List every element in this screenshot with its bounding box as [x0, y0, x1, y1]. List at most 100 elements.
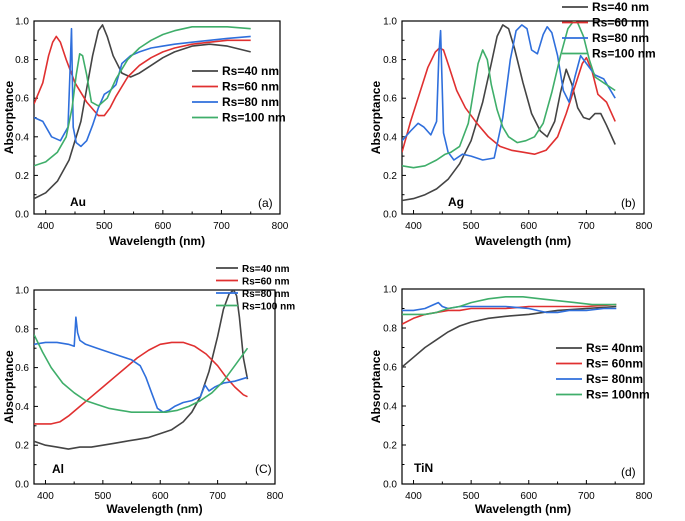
x-tick-label: 500: [463, 491, 480, 502]
x-tick-label: 400: [405, 491, 422, 502]
x-tick-label: 800: [267, 491, 284, 502]
x-axis-title: Wavelength (nm): [106, 502, 202, 516]
y-tick-label: 0.6: [383, 363, 397, 374]
x-tick-label: 800: [272, 221, 289, 232]
panel-material-label: Al: [52, 462, 64, 476]
series-line-1: [34, 24, 251, 200]
panel-tag: (b): [621, 196, 636, 210]
y-tick-label: 0.4: [15, 402, 29, 413]
legend-entry-label: Rs=80 nm: [592, 31, 649, 45]
legend-entry-label: Rs=60 nm: [592, 16, 649, 30]
chart-panel-2: 400 500 600 700 800 0.0 0.2 0.4 0.6 0.8 1.0 Wavelen…: [369, 0, 656, 248]
x-tick-label: 700: [213, 221, 230, 232]
panel-tag: (d): [621, 465, 636, 479]
legend-entry-label: Rs=100 nm: [242, 302, 295, 313]
x-tick-label: 400: [37, 491, 54, 502]
y-axis-title: Absorptance: [369, 81, 383, 155]
legend-entry-label: Rs=100 nm: [592, 47, 656, 61]
x-tick-label: 500: [463, 221, 480, 232]
series-line-2: [34, 35, 251, 117]
y-tick-label: 1.0: [383, 285, 397, 296]
y-tick-label: 0.2: [15, 441, 29, 452]
legend-entry-label: Rs=100 nm: [222, 111, 286, 125]
chart-panel-3: 400 500 600 700 800 0.0 0.2 0.4 0.6 0.8 1.0 Wavelen…: [2, 264, 295, 516]
legend-entry-label: Rs=80 nm: [222, 95, 279, 109]
y-tick-label: 0.8: [383, 55, 397, 66]
x-tick-label: 700: [578, 221, 595, 232]
x-axis-title: Wavelength (nm): [109, 234, 205, 248]
y-tick-label: 0.4: [15, 132, 29, 143]
y-tick-label: 1.0: [15, 286, 29, 297]
series-line-2: [402, 47, 616, 155]
x-tick-label: 400: [37, 221, 54, 232]
chart-panel-4: 400 500 600 700 800 0.0 0.2 0.4 0.6 0.8 1.0 Wavelen…: [369, 285, 653, 517]
legend-entry-label: Rs=60 nm: [222, 80, 279, 94]
y-tick-label: 1.0: [383, 17, 397, 28]
y-tick-label: 0.6: [15, 363, 29, 374]
x-tick-label: 600: [520, 221, 537, 232]
legend-entry-label: Rs=40 nm: [242, 264, 290, 275]
panel-material-label: TiN: [414, 461, 433, 475]
y-tick-label: 0.0: [15, 210, 29, 221]
series-line-1: [402, 24, 616, 202]
x-tick-label: 800: [636, 491, 653, 502]
y-tick-label: 0.8: [15, 324, 29, 335]
y-axis-title: Absorptance: [2, 350, 16, 424]
y-tick-label: 0.6: [383, 94, 397, 105]
panel-material-label: Ag: [448, 195, 464, 209]
legend-entry-label: Rs=60 nm: [242, 277, 290, 288]
x-tick-label: 500: [96, 221, 113, 232]
x-axis-title: Wavelength (nm): [475, 234, 571, 248]
series-line-3: [34, 27, 251, 148]
series-line-3: [402, 301, 617, 314]
legend-entry-label: Rs=80 nm: [242, 289, 290, 300]
x-tick-label: 700: [209, 491, 226, 502]
series-line-4: [34, 334, 249, 414]
x-tick-label: 700: [578, 491, 595, 502]
legend-entry-label: Rs= 100nm: [586, 388, 650, 402]
x-axis-title: Wavelength (nm): [475, 502, 571, 516]
panel-tag: (C): [255, 462, 272, 476]
chart-panel-1: 400 500 600 700 800 0.0 0.2 0.4 0.6 0.8 1.0 Wavelen…: [2, 17, 289, 249]
series-line-3: [34, 316, 248, 414]
y-tick-label: 0.0: [15, 480, 29, 491]
y-tick-label: 1.0: [15, 17, 29, 28]
series-line-4: [34, 25, 251, 167]
series-line-1: [402, 305, 617, 368]
panel-material-label: Au: [70, 195, 86, 209]
y-tick-label: 0.6: [15, 94, 29, 105]
series-line-2: [34, 341, 248, 425]
y-tick-label: 0.4: [383, 132, 397, 143]
y-tick-label: 0.8: [15, 55, 29, 66]
x-tick-label: 500: [95, 491, 112, 502]
y-tick-label: 0.0: [383, 480, 397, 491]
series-line-4: [402, 21, 616, 169]
panel-tag: (a): [258, 196, 273, 210]
x-tick-label: 600: [152, 491, 169, 502]
series-line-4: [402, 295, 617, 316]
legend-entry-label: Rs=40 nm: [222, 64, 279, 78]
y-axis-title: Absorptance: [2, 81, 16, 155]
legend-entry-label: Rs= 80nm: [586, 372, 643, 386]
series-line-1: [34, 290, 249, 450]
y-tick-label: 0.2: [15, 171, 29, 182]
x-tick-label: 600: [520, 491, 537, 502]
y-tick-label: 0.0: [383, 210, 397, 221]
y-tick-label: 0.8: [383, 324, 397, 335]
legend-entry-label: Rs= 60nm: [586, 357, 643, 371]
x-tick-label: 600: [155, 221, 172, 232]
legend-entry-label: Rs= 40nm: [586, 341, 643, 355]
legend-entry-label: Rs=40 nm: [592, 0, 649, 14]
y-axis-title: Absorptance: [369, 350, 383, 424]
plot-frame: [401, 288, 645, 485]
series-line-3: [402, 24, 616, 161]
y-tick-label: 0.2: [383, 441, 397, 452]
x-tick-label: 400: [405, 221, 422, 232]
y-tick-label: 0.4: [383, 402, 397, 413]
x-tick-label: 800: [636, 221, 653, 232]
